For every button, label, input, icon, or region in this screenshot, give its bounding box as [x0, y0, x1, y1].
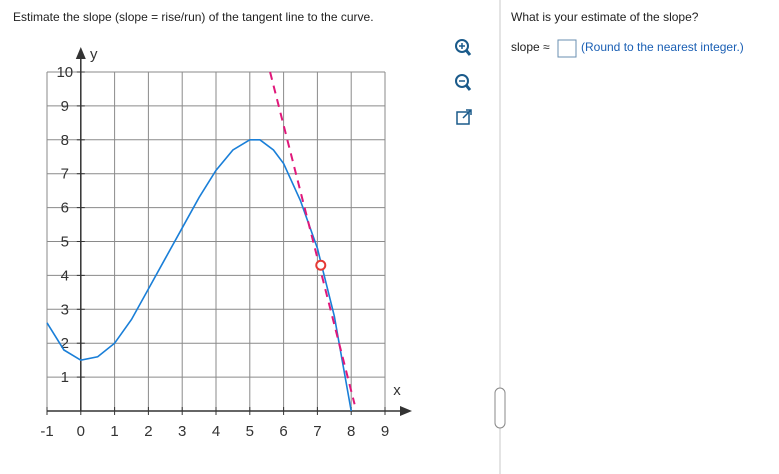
open-window-icon[interactable] — [456, 109, 472, 125]
x-tick-label: 2 — [144, 423, 152, 440]
x-tick-label: 6 — [279, 423, 287, 440]
hint: (Round to the nearest integer.) — [581, 40, 744, 54]
y-tick-label: 1 — [61, 369, 69, 386]
y-tick-label: 3 — [61, 301, 69, 318]
y-tick-label: 9 — [61, 98, 69, 115]
x-tick-label: 3 — [178, 423, 186, 440]
prompt: What is your estimate of the slope? — [511, 10, 699, 24]
y-tick-label: 8 — [61, 132, 69, 149]
question: Estimate the slope (slope = rise/run) of… — [13, 10, 374, 24]
y-tick-label: 10 — [56, 64, 73, 81]
zoom-out-icon[interactable] — [455, 74, 472, 91]
x-tick-label: 7 — [313, 423, 321, 440]
tangent-line — [269, 71, 356, 405]
x-tick-label: 8 — [347, 423, 355, 440]
y-axis-label: y — [90, 46, 98, 63]
y-tick-label: 2 — [61, 335, 69, 352]
x-axis-arrow — [400, 406, 412, 416]
answer-input[interactable] — [557, 39, 577, 58]
x-axis-label: x — [393, 382, 401, 399]
y-tick-label: 5 — [61, 233, 69, 250]
tangent-point — [315, 259, 327, 271]
zoom-in-icon[interactable] — [455, 39, 472, 56]
y-tick-label: 6 — [61, 200, 69, 217]
divider-handle[interactable] — [494, 387, 506, 429]
x-tick-label: 5 — [246, 423, 254, 440]
y-tick-label: 4 — [61, 267, 69, 284]
x-tick-label: 9 — [381, 423, 389, 440]
answer-label: slope ≈ — [511, 40, 550, 54]
x-tick-label: 0 — [77, 423, 85, 440]
graph: x y -1 0 1 2 3 4 5 6 7 8 9 1 2 3 4 5 6 7 8 9 10 — [40, 46, 412, 440]
curve — [46, 139, 352, 412]
x-tick-label: 4 — [212, 423, 220, 440]
x-tick-label: 1 — [110, 423, 118, 440]
x-tick-label: -1 — [40, 423, 53, 440]
y-axis-arrow — [75, 47, 86, 59]
y-tick-label: 7 — [61, 166, 69, 183]
